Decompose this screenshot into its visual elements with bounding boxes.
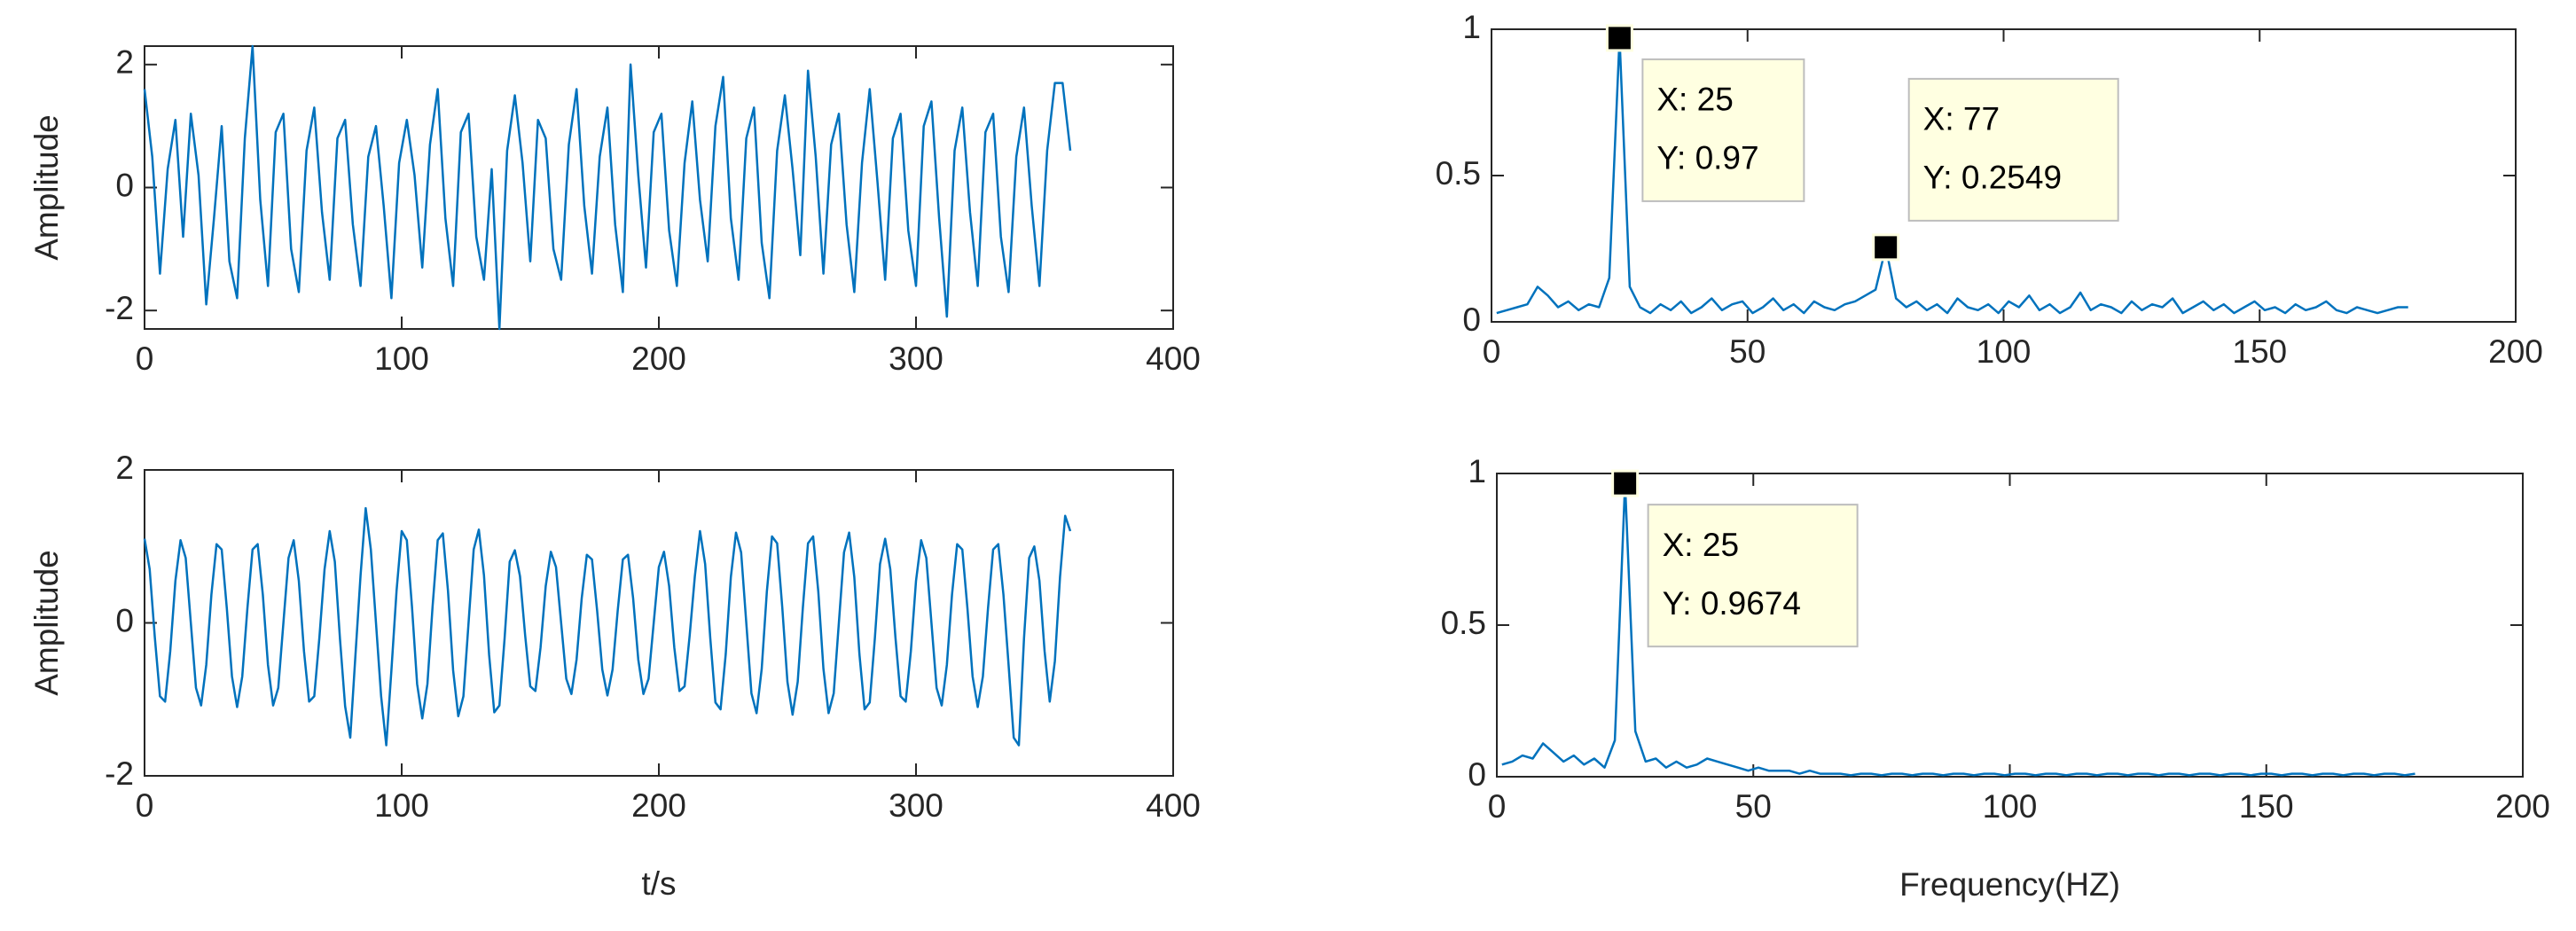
y-tick-label: 0 (1462, 301, 1481, 338)
y-tick-label: 1 (1468, 453, 1486, 489)
x-tick-label: 100 (374, 340, 429, 377)
y-tick-label: 0 (1468, 756, 1486, 793)
y-tick-label: 0 (115, 602, 134, 638)
plot: 0 50 100 150 200 0 0.5 1 Frequency(HZ) X: 25 Y: 0.… (1441, 453, 2550, 903)
x-tick-label: 200 (631, 787, 686, 824)
x-tick-label: 150 (2239, 788, 2294, 825)
datatip-x: X: 77 (1923, 101, 2000, 137)
datatip-y: Y: 0.97 (1656, 140, 1758, 176)
y-tick-label: -2 (105, 290, 134, 326)
datatip-y: Y: 0.2549 (1923, 160, 2062, 196)
x-tick-label: 0 (136, 787, 154, 824)
axes-frame (144, 45, 1174, 330)
x-axis-label: t/s (641, 865, 676, 902)
axes-frame (144, 469, 1174, 777)
datatip-marker (1605, 24, 1633, 52)
x-tick-label: 50 (1729, 333, 1766, 370)
data-line (1501, 481, 2415, 777)
x-tick-label: 400 (1146, 340, 1201, 377)
y-tick-label: 0.5 (1436, 155, 1481, 192)
x-axis-label: Frequency(HZ) (1899, 866, 2120, 903)
x-tick-label: 100 (1977, 333, 2032, 370)
data-line (143, 44, 1072, 331)
y-tick-label: 1 (1462, 9, 1481, 45)
datatip-box (1907, 77, 2119, 222)
y-tick-label: -2 (105, 755, 134, 792)
datatip-x: X: 25 (1663, 527, 1739, 563)
x-tick-label: 150 (2232, 333, 2287, 370)
x-tick-label: 0 (136, 340, 154, 377)
x-tick-label: 0 (1483, 333, 1501, 370)
datatip-box (1647, 504, 1859, 648)
x-tick-label: 100 (1983, 788, 2038, 825)
y-tick-label: 2 (115, 450, 134, 486)
y-axis-label: Amplitude (28, 550, 65, 696)
x-tick-label: 200 (631, 340, 686, 377)
data-line (143, 506, 1072, 747)
x-tick-label: 0 (1488, 788, 1507, 825)
datatip-marker (1872, 233, 1900, 262)
y-axis-label: Amplitude (28, 114, 65, 261)
plot: 0 50 100 150 200 0 0.5 1 X: 25 Y: 0.97 X: 77 Y: 0.2… (1436, 9, 2543, 370)
datatip-y: Y: 0.9674 (1663, 585, 1801, 622)
x-tick-label: 200 (2495, 788, 2550, 825)
datatip-x: X: 25 (1656, 82, 1733, 118)
datatip-box (1641, 58, 1805, 202)
x-tick-label: 300 (889, 787, 943, 824)
x-tick-label: 300 (889, 340, 943, 377)
x-tick-label: 100 (374, 787, 429, 824)
y-tick-label: 0.5 (1441, 605, 1486, 641)
y-tick-label: 2 (115, 44, 134, 81)
y-tick-label: 0 (115, 167, 134, 203)
x-tick-label: 200 (2488, 333, 2543, 370)
axes-frame (1496, 473, 2524, 778)
datatip-marker (1611, 469, 1640, 497)
data-line (1496, 36, 2408, 315)
x-tick-label: 50 (1735, 788, 1772, 825)
x-tick-label: 400 (1146, 787, 1201, 824)
axes-frame (1491, 28, 2517, 323)
